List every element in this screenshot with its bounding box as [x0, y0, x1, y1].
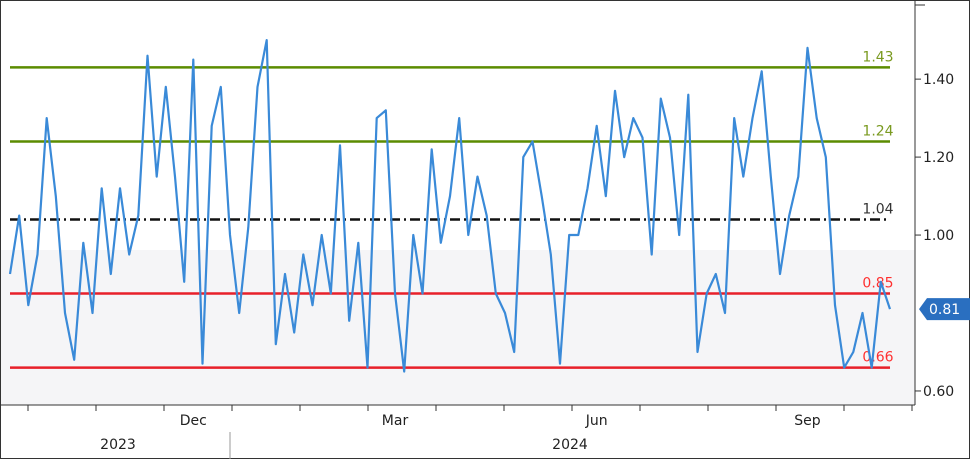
y-tick-label: 0.60: [923, 384, 954, 400]
y-tick-label: 1.20: [923, 150, 954, 166]
reference-label: 0.85: [862, 276, 893, 292]
data-line: [8, 38, 892, 373]
year-label: 2024: [552, 437, 588, 453]
year-label: 2023: [100, 437, 136, 453]
y-tick-label: 1.40: [923, 72, 954, 88]
reference-label: 1.43: [862, 49, 893, 65]
reference-label: 1.04: [862, 201, 893, 217]
last-value-label: 0.81: [929, 302, 960, 318]
x-tick-label: Jun: [585, 413, 608, 429]
x-tick-label: Sep: [794, 413, 821, 429]
y-tick-label: 1.00: [923, 228, 954, 244]
x-tick-label: Mar: [382, 413, 409, 429]
last-value-tag: [919, 298, 970, 321]
reference-label: 1.24: [862, 123, 893, 139]
reference-label: 0.66: [862, 350, 893, 366]
x-tick-label: Dec: [180, 413, 207, 429]
plot-background-lower: [0, 250, 915, 405]
